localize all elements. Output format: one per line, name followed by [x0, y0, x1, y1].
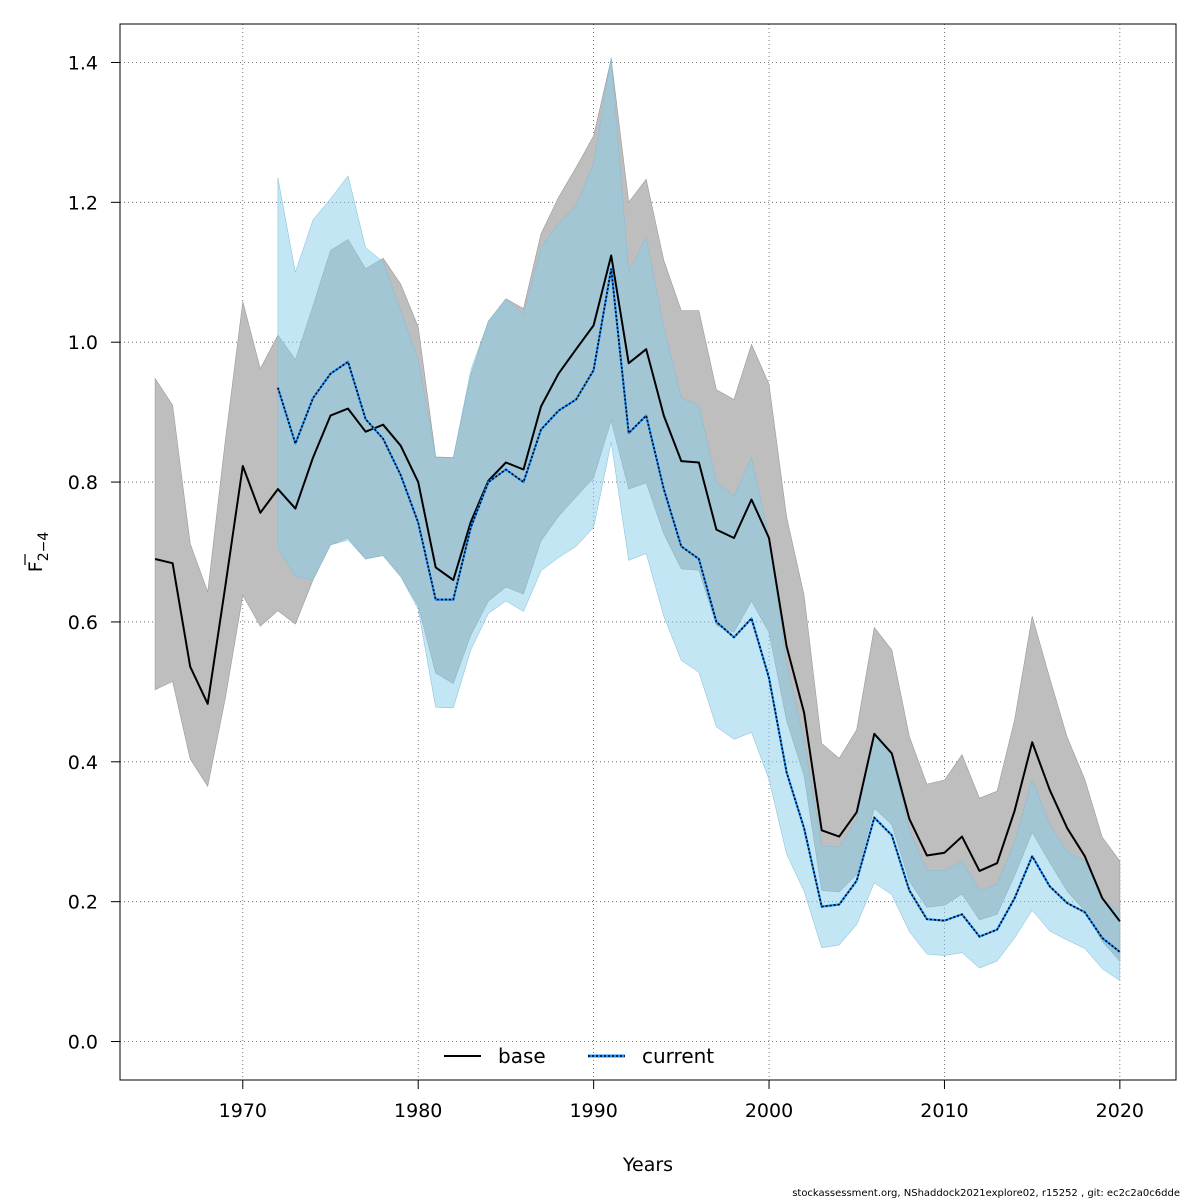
- y-tick-label: 0.0: [68, 1032, 98, 1054]
- y-tick-label: 0.6: [68, 612, 98, 634]
- x-tick-label: 1970: [219, 1100, 267, 1122]
- x-tick-label: 1980: [394, 1100, 442, 1122]
- x-tick-label: 2000: [745, 1100, 793, 1122]
- footer-credit: stockassessment.org, NShaddock2021explor…: [792, 1188, 1180, 1199]
- series-lines: [154, 254, 1121, 953]
- x-tick-label: 2010: [920, 1100, 968, 1122]
- legend-base-label: base: [498, 1044, 546, 1068]
- svg-text:F2−4: F2−4: [25, 532, 52, 573]
- x-axis-title: Years: [622, 1154, 673, 1176]
- y-tick-label: 0.8: [68, 472, 98, 494]
- y-tick-label: 1.4: [68, 52, 98, 74]
- x-axis: 1970 1980 1990 2000 2010 2020: [219, 1080, 1144, 1122]
- y-tick-label: 0.4: [68, 752, 98, 774]
- y-tick-label: 0.2: [68, 892, 98, 914]
- y-axis: 0.0 0.2 0.4 0.6 0.8 1.0 1.2 1.4: [68, 52, 120, 1054]
- current-line-dots: [277, 268, 1121, 953]
- x-tick-label: 2020: [1096, 1100, 1144, 1122]
- current-confidence-band: [277, 56, 1121, 982]
- y-tick-label: 1.2: [68, 192, 98, 214]
- confidence-bands: [154, 56, 1121, 982]
- base-line: [154, 254, 1121, 922]
- legend: base current: [444, 1044, 714, 1068]
- x-tick-label: 1990: [569, 1100, 617, 1122]
- y-axis-title-main: F: [25, 561, 47, 572]
- y-axis-title-subscript: 2−4: [36, 532, 52, 562]
- legend-current-label: current: [642, 1044, 714, 1068]
- plot-frame: [119, 23, 1177, 1081]
- y-tick-label: 1.0: [68, 332, 98, 354]
- y-axis-title: F2−4: [24, 532, 52, 573]
